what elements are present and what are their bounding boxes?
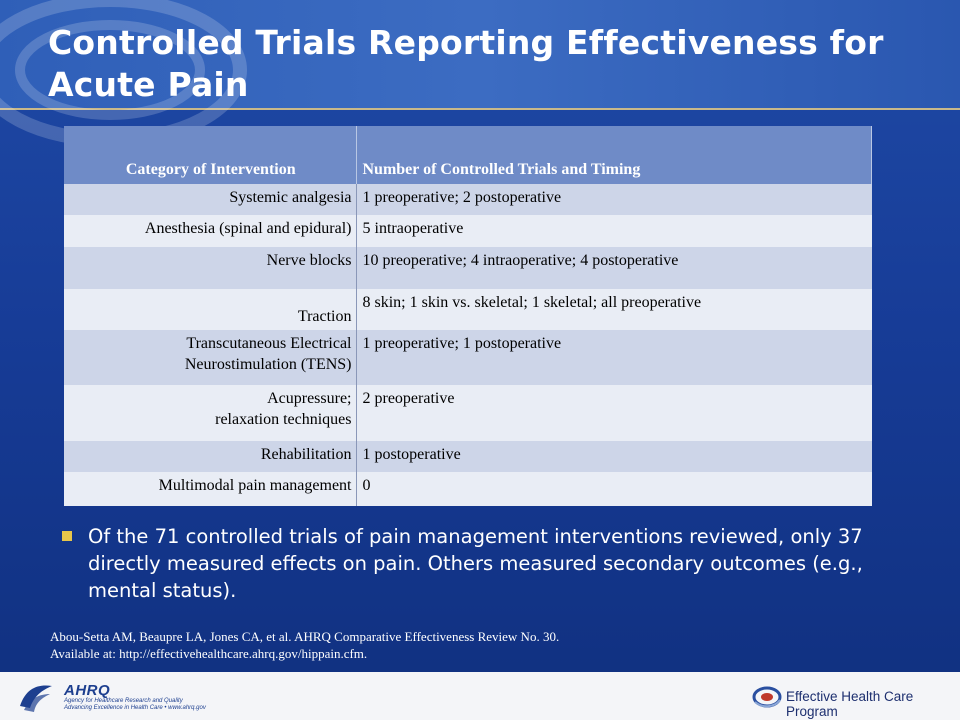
table-row: Anesthesia (spinal and epidural) 5 intra… [64,215,872,247]
column-header-trials: Number of Controlled Trials and Timing [356,126,872,184]
table-row: Multimodal pain management 0 [64,472,872,506]
ahrq-name: AHRQ [64,682,111,699]
trials-cell: 10 preoperative; 4 intraoperative; 4 pos… [356,247,872,289]
bullet-text: Of the 71 controlled trials of pain mana… [88,525,863,602]
column-header-category: Category of Intervention [64,126,357,184]
category-cell: Nerve blocks [64,247,357,289]
citation: Abou-Setta AM, Beaupre LA, Jones CA, et … [50,628,850,662]
ehc-swirl-icon [752,686,782,708]
category-cell: Rehabilitation [64,441,357,472]
trials-table: Category of Intervention Number of Contr… [64,126,872,506]
category-line: Transcutaneous Electrical [186,335,352,352]
bullet-point: Of the 71 controlled trials of pain mana… [62,523,892,604]
trials-cell: 0 [356,472,872,506]
trials-cell: 1 preoperative; 2 postoperative [356,184,872,215]
trials-cell: 2 preoperative [356,385,872,441]
ehc-logo: Effective Health Care Program [752,684,952,719]
hhs-eagle-icon [20,685,52,712]
category-line: Acupressure; [267,390,352,407]
ahrq-tagline: Agency for Healthcare Research and Quali… [64,698,183,704]
citation-line: Abou-Setta AM, Beaupre LA, Jones CA, et … [50,629,560,644]
category-cell: Traction [64,289,357,330]
table-row: Transcutaneous Electrical Neurostimulati… [64,330,872,385]
ahrq-logo: AHRQ Agency for Healthcare Research and … [64,683,206,712]
table-header-row: Category of Intervention Number of Contr… [64,126,872,184]
slide-title: Controlled Trials Reporting Effectivenes… [48,23,884,104]
bullet-marker-icon [62,531,72,541]
category-cell: Transcutaneous Electrical Neurostimulati… [64,330,357,385]
table-row: Nerve blocks 10 preoperative; 4 intraope… [64,247,872,289]
category-cell: Acupressure; relaxation techniques [64,385,357,441]
category-cell: Multimodal pain management [64,472,357,506]
category-cell: Anesthesia (spinal and epidural) [64,215,357,247]
ahrq-tagline: Advancing Excellence in Health Care • ww… [64,705,206,711]
table-row: Rehabilitation 1 postoperative [64,441,872,472]
trials-cell: 1 postoperative [356,441,872,472]
category-cell: Systemic analgesia [64,184,357,215]
footer-bar [0,672,960,720]
table-row: Traction 8 skin; 1 skin vs. skeletal; 1 … [64,289,872,330]
table-row: Systemic analgesia 1 preoperative; 2 pos… [64,184,872,215]
table-row: Acupressure; relaxation techniques 2 pre… [64,385,872,441]
trials-cell: 5 intraoperative [356,215,872,247]
citation-line: Available at: http://effectivehealthcare… [50,646,368,661]
title-band: Controlled Trials Reporting Effectivenes… [0,0,960,147]
trials-cell: 1 preoperative; 1 postoperative [356,330,872,385]
category-line: relaxation techniques [215,411,352,428]
category-line: Neurostimulation (TENS) [184,356,352,373]
trials-cell: 8 skin; 1 skin vs. skeletal; 1 skeletal;… [356,289,872,330]
ehc-program-name: Effective Health Care Program [786,689,914,719]
